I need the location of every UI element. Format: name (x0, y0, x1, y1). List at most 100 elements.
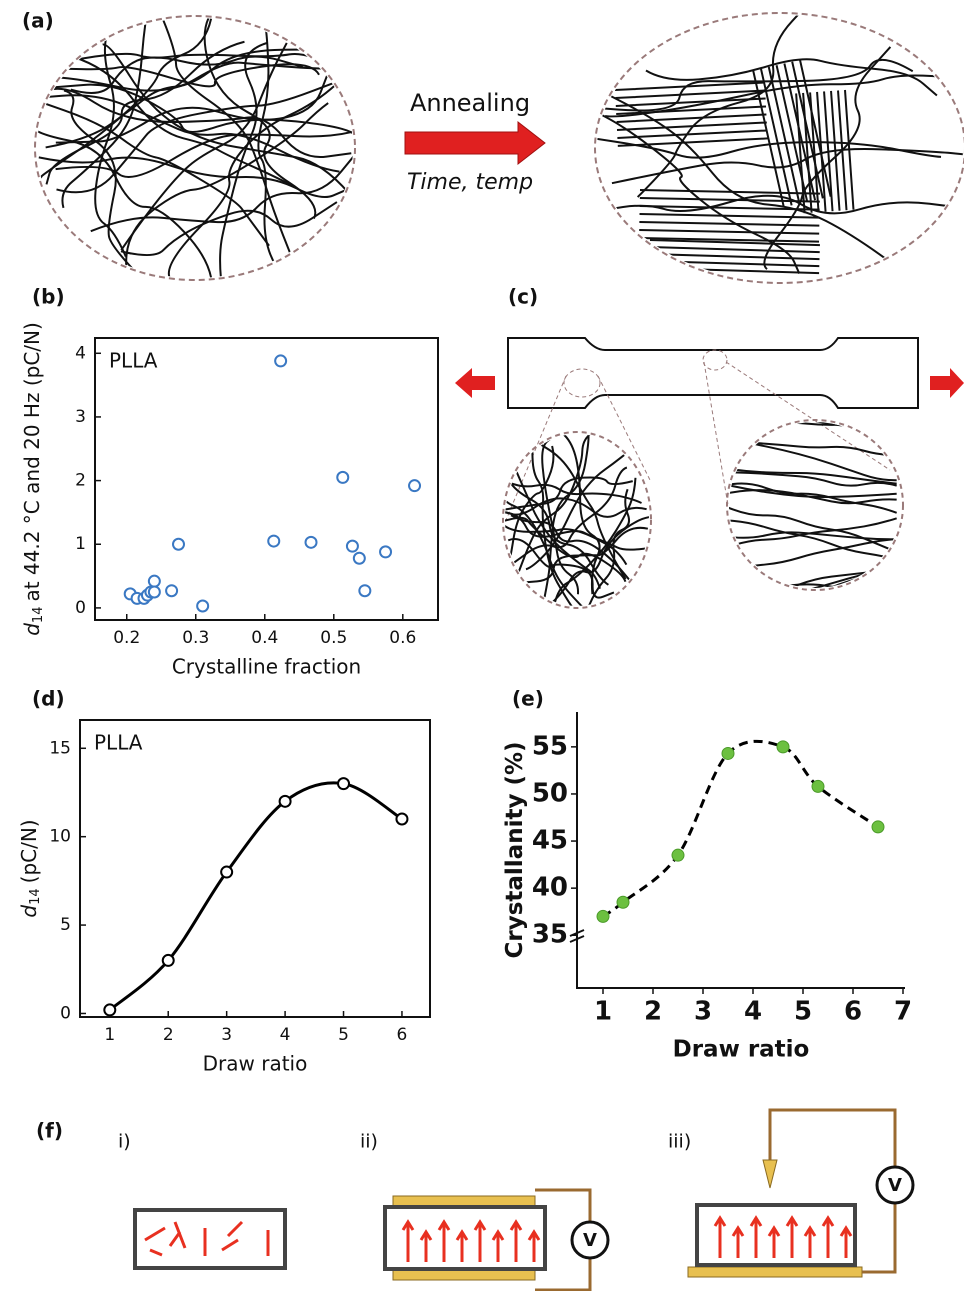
lamella (649, 239, 820, 275)
chain (729, 502, 898, 553)
zoom-region (702, 349, 728, 371)
chain (729, 568, 897, 588)
chain (90, 147, 353, 233)
chain (597, 134, 942, 159)
chain (37, 96, 270, 247)
zoom-region (563, 368, 601, 398)
data-point (147, 585, 161, 599)
arrow (455, 368, 495, 398)
chain (70, 55, 304, 94)
chain (729, 438, 897, 457)
x-tick-label: 3 (221, 1025, 232, 1045)
data-point (811, 779, 825, 793)
chain (604, 74, 963, 118)
chain (505, 490, 586, 606)
dipole (839, 1225, 853, 1258)
data-point (165, 584, 179, 598)
process-conditions: Time, temp (407, 170, 533, 195)
chain (513, 466, 601, 590)
chain (729, 422, 897, 433)
x-tick-label: 1 (594, 997, 612, 1027)
process-label: Annealing (410, 89, 530, 117)
data-point (336, 470, 350, 484)
data-point (147, 574, 161, 588)
chain (55, 123, 353, 178)
x-tick-label: 0.5 (320, 628, 347, 648)
wire (535, 1188, 592, 1291)
y-axis-label: d14 (pC/N) (17, 819, 43, 917)
panel-label: (d) (32, 687, 65, 711)
arrow (930, 368, 964, 398)
chain (505, 476, 633, 513)
x-tick-label: 2 (644, 997, 662, 1027)
chain (203, 18, 317, 219)
chain (37, 119, 213, 278)
chain (512, 434, 591, 586)
line (602, 739, 879, 918)
random-dipoles (144, 1220, 270, 1257)
chain (611, 147, 963, 185)
x-tick-label: 5 (338, 1025, 349, 1045)
data-point (352, 551, 366, 565)
chain (512, 466, 628, 565)
chain (645, 58, 938, 97)
chain (729, 422, 897, 426)
x-tick-label: 0.2 (113, 628, 140, 648)
crystalline-chains (597, 15, 963, 275)
chain (729, 489, 897, 505)
dipole (731, 1225, 745, 1258)
chain (219, 42, 268, 278)
y-tick-label: 55 (532, 731, 568, 761)
chain (763, 46, 892, 270)
y-tick-label: 50 (532, 778, 568, 808)
y-tick-label: 10 (49, 827, 71, 847)
y-label-text: (pC/N) (17, 819, 41, 883)
sub-label: i) (118, 1131, 131, 1153)
sub-label: iii) (668, 1131, 691, 1153)
voltmeter-label: V (583, 1230, 597, 1251)
x-tick-label: 4 (744, 997, 762, 1027)
chain (37, 94, 340, 173)
dipole (767, 1225, 781, 1258)
data-point (278, 794, 292, 808)
chain (729, 568, 897, 588)
chain (124, 102, 329, 278)
chain (507, 538, 615, 599)
chain (597, 108, 801, 274)
x-axis-label: Crystalline fraction (172, 655, 361, 679)
x-tick-label: 3 (694, 997, 712, 1027)
x-tick-label: 6 (844, 997, 862, 1027)
data-point (616, 895, 630, 909)
x-tick-label: 7 (894, 997, 912, 1027)
data-point (172, 537, 186, 551)
data-point (379, 545, 393, 559)
x-tick-label: 0.4 (251, 628, 278, 648)
panel-label: (c) (508, 285, 538, 309)
y-tick-label: 45 (532, 826, 568, 856)
chain (545, 515, 649, 606)
region-outline (726, 419, 904, 591)
dipole (509, 1219, 523, 1262)
chain (597, 58, 914, 112)
region-outline (594, 12, 964, 284)
chain (510, 514, 639, 591)
dipole (401, 1219, 415, 1262)
axis-line (576, 712, 905, 989)
panel-label: (a) (22, 9, 54, 33)
x-tick-label: 5 (794, 997, 812, 1027)
x-tick-label: 4 (280, 1025, 291, 1045)
dipole (821, 1215, 835, 1258)
data-point (196, 599, 210, 613)
electrode (392, 1195, 536, 1207)
chain (597, 79, 887, 260)
chain (636, 15, 815, 198)
voltmeter (570, 1220, 610, 1260)
film (133, 1208, 287, 1270)
x-tick-label: 1 (104, 1025, 115, 1045)
voltmeter (875, 1165, 915, 1205)
data-point (337, 777, 351, 791)
y-tick-label: 5 (60, 915, 71, 935)
panel-label: (f) (36, 1119, 63, 1143)
data-point (596, 909, 610, 923)
y-tick-label: 1 (75, 534, 86, 554)
